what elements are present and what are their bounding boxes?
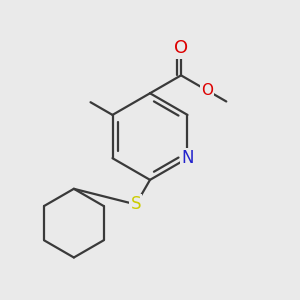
Text: O: O [174,40,188,58]
Text: N: N [181,149,194,167]
Text: O: O [201,83,213,98]
Text: S: S [130,195,141,213]
